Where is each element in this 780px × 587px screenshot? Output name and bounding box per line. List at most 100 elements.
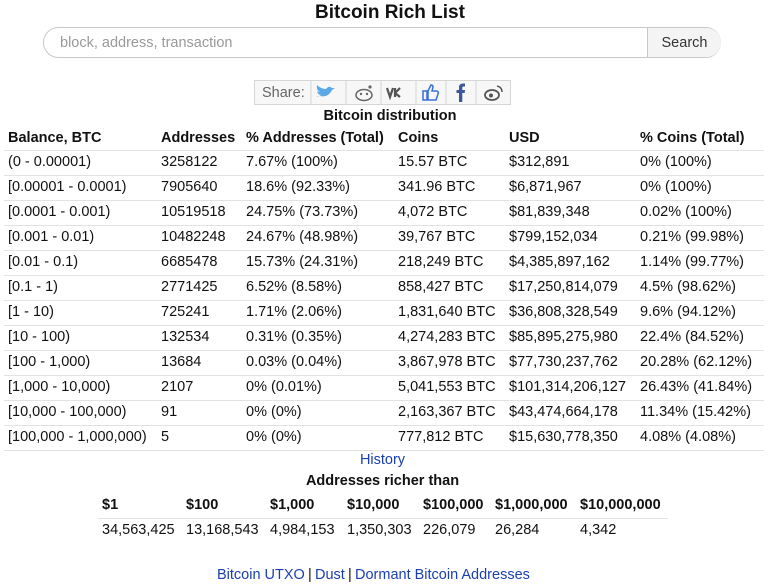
table-cell: 6685478 <box>161 254 218 270</box>
table-title: Bitcoin distribution <box>323 108 457 124</box>
table-cell: 13684 <box>161 354 202 370</box>
table-cell: 5,041,553 BTC <box>398 379 496 395</box>
row-border <box>4 150 764 151</box>
table-cell: 5 <box>161 429 170 445</box>
row-border <box>4 250 764 251</box>
table-cell: 15.57 BTC <box>398 154 468 170</box>
facebook-icon[interactable] <box>456 83 466 103</box>
footer-link[interactable]: Dormant Bitcoin Addresses <box>355 567 530 583</box>
table-cell: [1 - 10) <box>8 304 54 320</box>
weibo-icon[interactable] <box>484 85 503 101</box>
table-cell: $43,474,664,178 <box>509 404 618 420</box>
row-border <box>4 325 764 326</box>
richer-header: $100,000 <box>423 497 484 513</box>
history-link[interactable]: History <box>359 452 406 468</box>
richer-header: $1,000 <box>270 497 315 513</box>
table-cell: 4,274,283 BTC <box>398 329 496 345</box>
footer-separator: | <box>348 567 352 583</box>
table-cell: 10519518 <box>161 204 226 220</box>
column-header: Balance, BTC <box>8 130 102 146</box>
like-icon[interactable] <box>422 84 440 101</box>
table-cell: 0% (0%) <box>246 429 302 445</box>
richer-value: 226,079 <box>423 522 476 538</box>
column-header: USD <box>509 130 540 146</box>
richer-value: 34,563,425 <box>102 522 175 538</box>
table-cell: $36,808,328,549 <box>509 304 618 320</box>
richer-value: 4,984,153 <box>270 522 335 538</box>
footer-separator: | <box>308 567 312 583</box>
column-header: Coins <box>398 130 439 146</box>
table-cell: 777,812 BTC <box>398 429 484 445</box>
table-cell: 2,163,367 BTC <box>398 404 496 420</box>
table-cell: [10,000 - 100,000) <box>8 404 127 420</box>
table-cell: 0% (100%) <box>640 179 712 195</box>
row-border <box>4 200 764 201</box>
table-cell: [10 - 100) <box>8 329 71 345</box>
page-title: Bitcoin Rich List <box>315 2 465 23</box>
table-cell: $85,895,275,980 <box>509 329 618 345</box>
table-cell: 26.43% (41.84%) <box>640 379 753 395</box>
table-cell: 0.02% (100%) <box>640 204 732 220</box>
twitter-icon[interactable] <box>316 85 335 97</box>
table-cell: 725241 <box>161 304 210 320</box>
richer-header: $10,000,000 <box>580 497 661 513</box>
row-border <box>4 425 764 426</box>
table-cell: 4.08% (4.08%) <box>640 429 736 445</box>
table-cell: $799,152,034 <box>509 229 598 245</box>
table-cell: 858,427 BTC <box>398 279 484 295</box>
footer-link[interactable]: Dust <box>315 567 345 583</box>
row-border <box>4 350 764 351</box>
richer-header: $10,000 <box>347 497 400 513</box>
table-cell: 1,831,640 BTC <box>398 304 496 320</box>
row-border <box>4 400 764 401</box>
search-button[interactable] <box>647 28 721 57</box>
table-cell: 22.4% (84.52%) <box>640 329 744 345</box>
table-cell: 18.6% (92.33%) <box>246 179 350 195</box>
richer-value: 1,350,303 <box>347 522 412 538</box>
share-frame <box>254 80 511 105</box>
table-cell: 20.28% (62.12%) <box>640 354 753 370</box>
table-cell: 7905640 <box>161 179 218 195</box>
table-cell: 15.73% (24.31%) <box>246 254 359 270</box>
search-placeholder[interactable]: block, address, transaction <box>60 35 233 51</box>
table-cell: [0.1 - 1) <box>8 279 58 295</box>
table-cell: 11.34% (15.42%) <box>640 404 751 420</box>
reddit-icon[interactable] <box>355 85 373 102</box>
table-cell: [100,000 - 1,000,000) <box>8 429 147 445</box>
row-border <box>98 518 668 519</box>
table-cell: 3,867,978 BTC <box>398 354 496 370</box>
row-border <box>4 300 764 301</box>
richer-header: $1 <box>102 497 119 513</box>
richer-header: $100 <box>186 497 219 513</box>
column-header: % Addresses (Total) <box>246 130 384 146</box>
table-cell: 4,072 BTC <box>398 204 468 220</box>
table-cell: 2771425 <box>161 279 218 295</box>
table-cell: $15,630,778,350 <box>509 429 618 445</box>
table-cell: 9.6% (94.12%) <box>640 304 736 320</box>
row-border <box>4 175 764 176</box>
table-cell: 132534 <box>161 329 210 345</box>
row-border <box>4 375 764 376</box>
table-cell: 0% (0.01%) <box>246 379 322 395</box>
footer-link[interactable]: Bitcoin UTXO <box>217 567 305 583</box>
column-header: % Coins (Total) <box>640 130 745 146</box>
table-cell: [0.0001 - 0.001) <box>8 204 111 220</box>
search-button-label[interactable]: Search <box>661 35 708 51</box>
row-border <box>4 275 764 276</box>
table-cell: 1.71% (2.06%) <box>246 304 342 320</box>
row-border <box>4 225 764 226</box>
table-cell: 0% (0%) <box>246 404 302 420</box>
row-border <box>4 450 764 451</box>
table-cell: 24.67% (48.98%) <box>246 229 359 245</box>
column-header: Addresses <box>161 130 236 146</box>
table-cell: 0.31% (0.35%) <box>246 329 342 345</box>
table-cell: $101,314,206,127 <box>509 379 626 395</box>
table-cell: $17,250,814,079 <box>509 279 618 295</box>
vk-icon[interactable] <box>385 87 401 101</box>
table-cell: [0.00001 - 0.0001) <box>8 179 127 195</box>
table-cell: 1.14% (99.77%) <box>640 254 744 270</box>
table-cell: 91 <box>161 404 178 420</box>
share-label: Share: <box>262 85 305 101</box>
search-box[interactable] <box>43 27 721 58</box>
